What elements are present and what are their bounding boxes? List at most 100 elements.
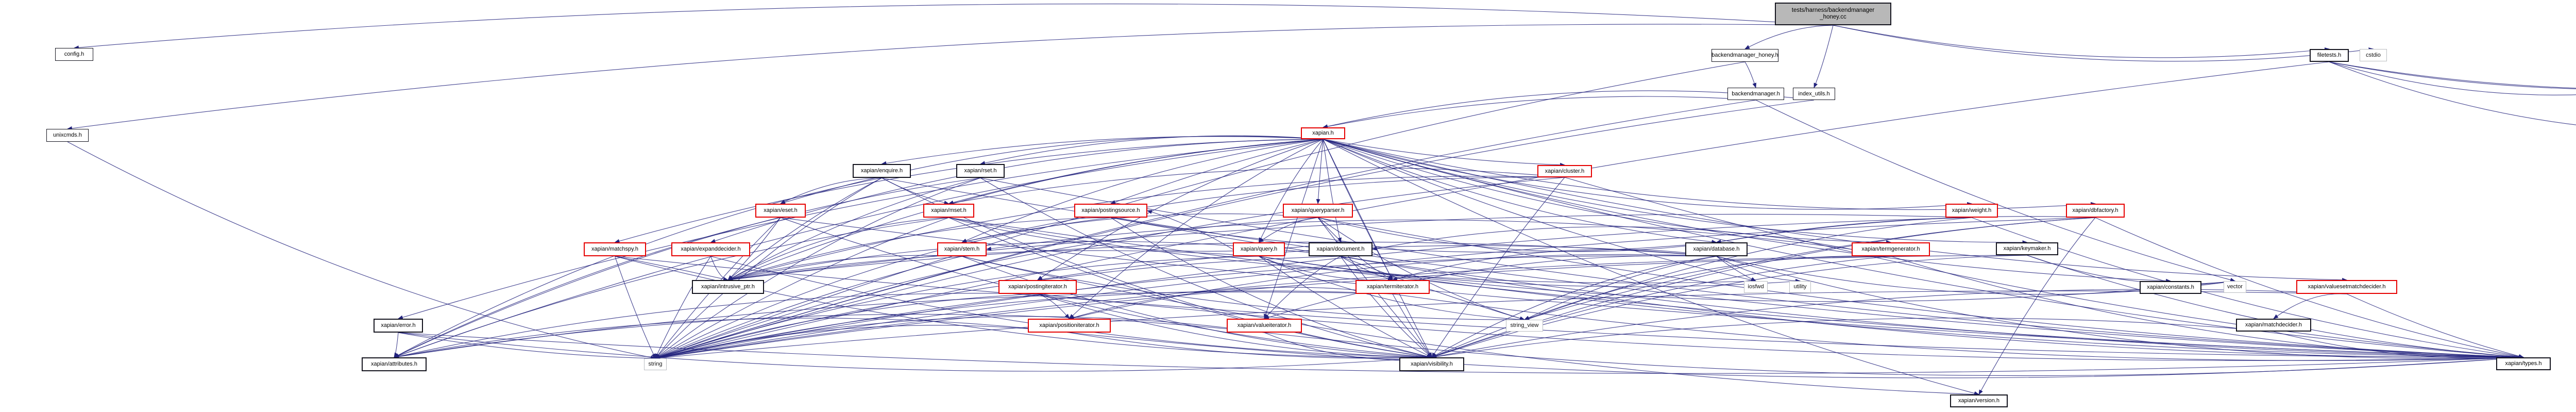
- node-visibility[interactable]: xapian/visibility.h: [1399, 357, 1464, 371]
- edge-backendmanager_h-to-xapian_h: [1323, 96, 1756, 129]
- edge-root-to-config_h: [74, 3, 1834, 50]
- edge-xapian_h-to-keymaker: [1323, 139, 2028, 244]
- edge-root-to-unixcmds_h: [67, 24, 1834, 130]
- edge-enquire-to-types: [882, 177, 2524, 359]
- edge-root-to-cstdio: [1833, 25, 2374, 62]
- node-eset[interactable]: xapian/eset.h: [755, 204, 806, 218]
- edge-stem-to-string: [655, 256, 962, 359]
- node-queryparser[interactable]: xapian/queryparser.h: [1283, 204, 1353, 218]
- edge-queryparser-to-database: [1317, 217, 1717, 252]
- edge-xapian_h-to-dbfactory: [1323, 139, 2096, 210]
- edge-termgenerator-to-document: [1372, 226, 1852, 251]
- edge-stem-to-string_view: [961, 256, 1525, 322]
- node-error-h[interactable]: xapian/error.h: [374, 319, 423, 333]
- edge-error_h-to-string: [398, 332, 656, 360]
- node-cstdio: cstdio: [2360, 49, 2387, 61]
- edge-database-to-iosfwd: [1716, 256, 1756, 282]
- node-cluster[interactable]: xapian/cluster.h: [1537, 165, 1592, 177]
- node-termiterator[interactable]: xapian/termiterator.h: [1355, 280, 1430, 294]
- edge-xapian_h-to-intrusive_ptr: [727, 139, 1324, 281]
- edge-database-to-utility: [1716, 256, 1801, 283]
- node-types[interactable]: xapian/types.h: [2496, 357, 2551, 370]
- node-string: string: [644, 358, 667, 370]
- edge-eset-to-attributes: [394, 217, 781, 358]
- edge-document-to-string: [655, 256, 1341, 359]
- node-matchspy[interactable]: xapian/matchspy.h: [584, 242, 646, 256]
- edge-expanddecider-to-intrusive_ptr: [710, 256, 728, 282]
- edge-error_h-to-types: [398, 332, 2524, 374]
- edge-rset-to-visibility: [980, 177, 1432, 359]
- edge-valuesetmatchdecider-to-matchdecider: [2273, 293, 2347, 319]
- edge-query-to-visibility: [1259, 256, 1432, 358]
- edge-termgenerator-to-string_view: [1524, 255, 1891, 320]
- edge-rset-to-string: [655, 177, 981, 359]
- edge-cluster-to-intrusive_ptr: [727, 176, 1565, 281]
- edge-xapian_h-to-rset: [980, 135, 1324, 165]
- edge-matchdecider-to-visibility: [1431, 318, 2274, 359]
- node-weight[interactable]: xapian/weight.h: [1945, 204, 1998, 218]
- node-constants[interactable]: xapian/constants.h: [2140, 281, 2201, 294]
- node-attributes[interactable]: xapian/attributes.h: [362, 357, 427, 371]
- edge-database-to-valueiterator: [1264, 255, 1717, 320]
- edge-xapian_h-to-valueiterator: [1264, 139, 1324, 319]
- node-keymaker[interactable]: xapian/keymaker.h: [1996, 242, 2058, 255]
- edge-xapian_h-to-postingsource: [1110, 139, 1324, 204]
- edge-enquire-to-intrusive_ptr: [727, 177, 882, 281]
- edge-expanddecider-to-string: [655, 256, 711, 359]
- edge-termgenerator-to-string: [655, 256, 1891, 360]
- edge-matchspy-to-intrusive_ptr: [615, 256, 728, 281]
- edge-cluster-to-mset: [948, 167, 1565, 205]
- node-positioniterator[interactable]: xapian/positioniterator.h: [1028, 319, 1111, 333]
- node-termgenerator[interactable]: xapian/termgenerator.h: [1852, 242, 1930, 256]
- edge-query-to-string_view: [1259, 256, 1525, 322]
- edge-bm_honey_h-to-string: [655, 61, 1745, 359]
- node-rset[interactable]: xapian/rset.h: [956, 164, 1005, 178]
- node-intrusive-ptr[interactable]: xapian/intrusive_ptr.h: [692, 280, 764, 294]
- node-dbfactory[interactable]: xapian/dbfactory.h: [2066, 204, 2125, 218]
- edge-matchspy-to-string: [614, 256, 656, 359]
- edge-xapian_h-to-positioniterator: [1069, 139, 1324, 319]
- edge-keymaker-to-vector: [2027, 255, 2235, 285]
- edge-error_h-to-attributes: [394, 332, 399, 358]
- edge-postingsource-to-database: [1110, 217, 1717, 253]
- node-mset[interactable]: xapian/mset.h: [923, 204, 974, 218]
- node-valuesetmatchdecider[interactable]: xapian/valuesetmatchdecider.h: [2296, 280, 2397, 294]
- node-version[interactable]: xapian/version.h: [1950, 394, 2008, 407]
- node-filetests-h[interactable]: filetests.h: [2310, 49, 2349, 62]
- edge-dbfactory-to-version: [1978, 217, 2096, 395]
- edge-document-to-string_view: [1340, 256, 1525, 321]
- edge-xapian_h-to-weight: [1323, 139, 1972, 210]
- edge-xapian_h-to-enquire: [881, 136, 1324, 166]
- node-index-utils-h: index_utils.h: [1793, 88, 1835, 100]
- edge-matchdecider-to-types: [2273, 331, 2524, 360]
- node-matchdecider[interactable]: xapian/matchdecider.h: [2236, 319, 2311, 332]
- node-xapian-h[interactable]: xapian.h: [1301, 127, 1345, 139]
- edge-root-to-index_utils_h: [1814, 25, 1834, 88]
- edge-xapian_h-to-cluster: [1323, 139, 1565, 167]
- edge-postingsource-to-intrusive_ptr: [727, 217, 1111, 281]
- node-expanddecider[interactable]: xapian/expanddecider.h: [671, 242, 750, 256]
- node-document[interactable]: xapian/document.h: [1309, 242, 1372, 256]
- edge-valueiterator-to-string: [655, 316, 1265, 359]
- edge-eset-to-intrusive_ptr: [727, 217, 781, 281]
- edge-filetests_h-to-cerrno: [2329, 61, 2576, 95]
- node-database[interactable]: xapian/database.h: [1685, 242, 1748, 256]
- node-stem[interactable]: xapian/stem.h: [937, 242, 987, 256]
- edge-mset-to-attributes: [394, 217, 949, 358]
- node-valueiterator[interactable]: xapian/valueiterator.h: [1227, 319, 1302, 333]
- edge-mset-to-visibility: [948, 217, 1432, 359]
- edge-stem-to-version: [961, 256, 1979, 397]
- node-query[interactable]: xapian/query.h: [1233, 242, 1285, 256]
- edge-termgenerator-to-types: [1890, 256, 2524, 359]
- edge-database-to-visibility: [1431, 256, 1717, 358]
- edge-database-to-string: [655, 255, 1717, 360]
- edge-query-to-types: [1259, 256, 2524, 359]
- node-enquire[interactable]: xapian/enquire.h: [853, 164, 911, 178]
- edge-mset-to-string: [655, 217, 949, 359]
- edge-termiterator-to-visibility: [1392, 293, 1432, 358]
- node-postingiterator[interactable]: xapian/postingiterator.h: [998, 280, 1077, 294]
- node-postingsource[interactable]: xapian/postingsource.h: [1074, 204, 1147, 218]
- edge-xapian_h-to-version: [1323, 139, 1979, 395]
- edge-index_utils_h-to-string: [655, 100, 1815, 359]
- edge-xapian_h-to-termgenerator: [1323, 139, 1891, 244]
